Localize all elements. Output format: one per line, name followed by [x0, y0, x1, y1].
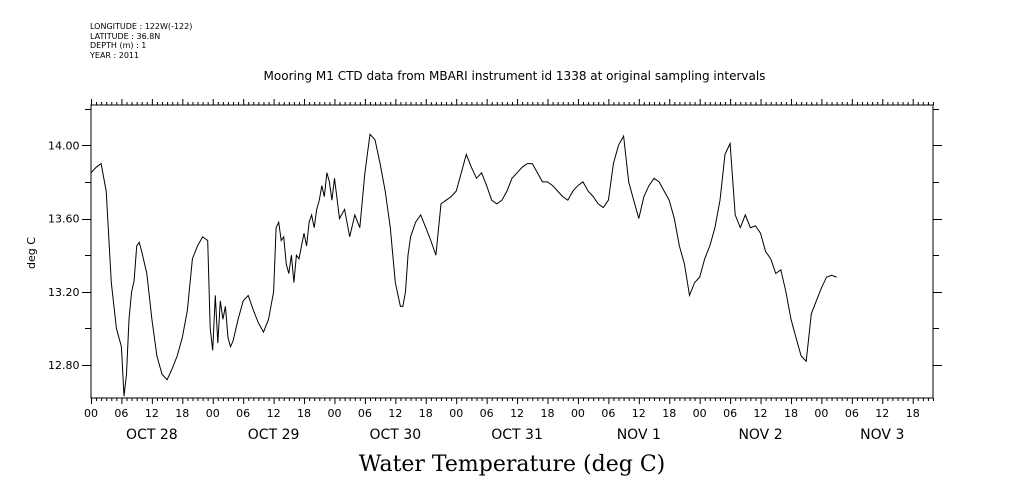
x-day-label: OCT 28 [126, 427, 178, 443]
x-hour-tick-label: 06 [601, 407, 615, 420]
x-hour-tick-label: 00 [84, 407, 98, 420]
meta-longitude: LONGITUDE : 122W(-122) [90, 22, 193, 31]
x-hour-tick-label: 12 [267, 407, 281, 420]
x-hour-tick-label: 12 [754, 407, 768, 420]
x-hour-tick-label: 00 [814, 407, 828, 420]
x-hour-tick-label: 18 [541, 407, 555, 420]
axis-ticks [82, 99, 942, 404]
x-hour-tick-label: 12 [632, 407, 646, 420]
x-hour-tick-label: 12 [145, 407, 159, 420]
metadata-block: LONGITUDE : 122W(-122) LATITUDE : 36.8N … [90, 22, 192, 60]
x-hour-tick-label: 18 [906, 407, 920, 420]
meta-year: YEAR : 2011 [90, 50, 140, 60]
x-day-label: NOV 3 [860, 427, 904, 443]
x-hour-tick-label: 12 [388, 407, 402, 420]
x-axis-label: Water Temperature (deg C) [358, 452, 666, 477]
x-hour-tick-label: 18 [297, 407, 311, 420]
x-hour-tick-label: 12 [875, 407, 889, 420]
x-hour-tick-label: 00 [571, 407, 585, 420]
temperature-series-line [90, 133, 837, 397]
axis-tick-labels: 00 06 12 18 00 06 12 18 00 06 12 18 00 06 12 18 00 06 12 18… [48, 139, 920, 443]
y-tick-label: 14.00 [48, 139, 80, 152]
x-day-label: OCT 29 [248, 427, 300, 443]
x-hour-tick-label: 06 [236, 407, 250, 420]
x-hour-tick-label: 06 [845, 407, 859, 420]
y-tick-label: 13.20 [48, 286, 80, 299]
x-day-label: OCT 30 [370, 427, 422, 443]
y-axis-label: deg C [25, 237, 38, 269]
x-hour-tick-label: 00 [327, 407, 341, 420]
y-tick-label: 12.80 [48, 359, 80, 372]
chart-title: Mooring M1 CTD data from MBARI instrumen… [263, 69, 766, 83]
x-hour-tick-label: 18 [662, 407, 676, 420]
x-hour-tick-label: 06 [114, 407, 128, 420]
meta-depth: DEPTH (m) : 1 [90, 41, 147, 50]
x-hour-tick-label: 00 [449, 407, 463, 420]
x-day-label: OCT 31 [491, 427, 543, 443]
x-hour-tick-label: 06 [358, 407, 372, 420]
x-day-label: NOV 2 [738, 427, 782, 443]
x-day-label: NOV 1 [617, 427, 661, 443]
x-hour-tick-label: 12 [510, 407, 524, 420]
meta-latitude: LATITUDE : 36.8N [90, 31, 161, 41]
y-tick-label: 13.60 [48, 213, 80, 226]
x-hour-tick-label: 00 [693, 407, 707, 420]
x-hour-tick-label: 00 [206, 407, 220, 420]
x-hour-tick-label: 06 [480, 407, 494, 420]
x-hour-tick-label: 18 [784, 407, 798, 420]
x-hour-tick-label: 18 [419, 407, 433, 420]
x-hour-tick-label: 06 [723, 407, 737, 420]
x-hour-tick-label: 18 [175, 407, 189, 420]
